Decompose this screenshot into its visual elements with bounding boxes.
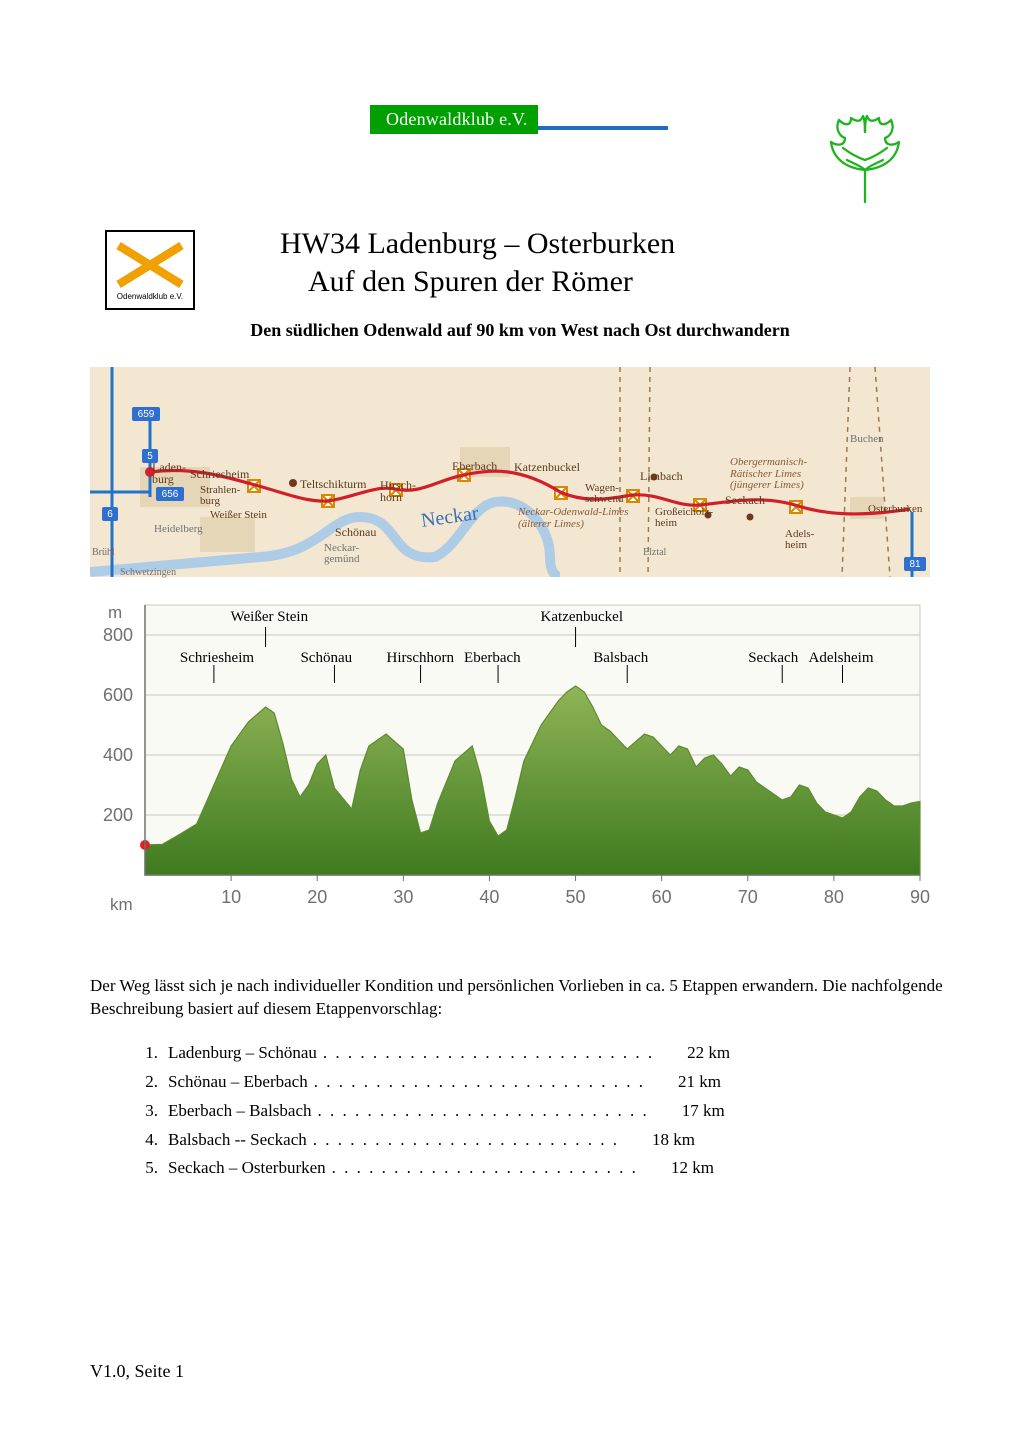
svg-text:656: 656 (162, 489, 179, 500)
map-label-adelsheim: Adels-heim (785, 529, 814, 551)
svg-text:200: 200 (103, 805, 133, 825)
svg-text:6: 6 (107, 509, 113, 520)
svg-text:659: 659 (138, 409, 155, 420)
stage-name: Ladenburg – Schönau (168, 1039, 317, 1068)
stage-row: 5.Seckach – Osterburken. . . . . . . . .… (130, 1154, 950, 1183)
leader-dots: . . . . . . . . . . . . . . . . . . . . … (308, 1068, 651, 1097)
map-label-ladenburg: Laden-burg (152, 461, 186, 485)
map-label-schonau: Schönau (335, 525, 376, 540)
stage-distance: 18 km (625, 1126, 695, 1155)
stage-distance: 12 km (644, 1154, 714, 1183)
place-label: Schönau (300, 650, 352, 667)
map-label-heidelberg: Heidelberg (154, 523, 203, 535)
peak-label: Katzenbuckel (541, 609, 623, 626)
map-label-schriesheim: Schriesheim (190, 467, 249, 482)
svg-text:20: 20 (307, 887, 327, 907)
header-tail (538, 126, 668, 130)
stage-distance: 21 km (651, 1068, 721, 1097)
svg-text:400: 400 (103, 745, 133, 765)
header-band: Odenwaldklub e.V. (370, 105, 668, 133)
y-axis-unit: m (108, 603, 122, 623)
stage-name: Eberbach – Balsbach (168, 1097, 312, 1126)
svg-text:70: 70 (738, 887, 758, 907)
place-label: Schriesheim (180, 650, 254, 667)
oak-leaf-logo-icon (815, 110, 915, 210)
svg-text:50: 50 (566, 887, 586, 907)
elevation-chart: 200 400 600 800 10 20 30 40 50 60 70 80 90 m km Weiß… (90, 595, 930, 925)
stage-name: Balsbach -- Seckach (168, 1126, 307, 1155)
map-label-limbach: Limbach (640, 469, 683, 484)
leader-dots: . . . . . . . . . . . . . . . . . . . . … (312, 1097, 655, 1126)
stage-row: 2.Schönau – Eberbach. . . . . . . . . . … (130, 1068, 950, 1097)
stage-row: 4.Balsbach -- Seckach. . . . . . . . . .… (130, 1126, 950, 1155)
leader-dots: . . . . . . . . . . . . . . . . . . . . … (317, 1039, 660, 1068)
map-label-osterburken: Osterburken (868, 503, 922, 515)
map-label-wagenschwend: Wagen-schwend (585, 483, 624, 505)
svg-text:800: 800 (103, 625, 133, 645)
map-label-schwetzingen: Schwetzingen (120, 567, 176, 578)
x-axis-unit: km (110, 895, 133, 915)
stage-distance: 22 km (660, 1039, 730, 1068)
stage-row: 3.Eberbach – Balsbach. . . . . . . . . .… (130, 1097, 950, 1126)
map-label-groseicholzheim: Großeicholz-heim (655, 507, 713, 529)
stage-name: Seckach – Osterburken (168, 1154, 326, 1183)
svg-text:30: 30 (393, 887, 413, 907)
stage-number: 4. (130, 1126, 168, 1155)
stage-distance: 17 km (655, 1097, 725, 1126)
stage-list: 1.Ladenburg – Schönau. . . . . . . . . .… (130, 1039, 950, 1183)
peak-label: Weißer Stein (231, 609, 309, 626)
route-map: 659 5 656 6 81 (90, 367, 930, 577)
svg-text:60: 60 (652, 887, 672, 907)
stage-number: 1. (130, 1039, 168, 1068)
trail-marker-badge: Odenwaldklub e.V. (105, 230, 195, 310)
body-paragraph: Der Weg lässt sich je nach individueller… (90, 975, 950, 1021)
map-label-eberbach: Eberbach (452, 459, 497, 474)
org-name: Odenwaldklub e.V. (370, 105, 538, 134)
leader-dots: . . . . . . . . . . . . . . . . . . . . … (307, 1126, 625, 1155)
place-label: Hirschhorn (387, 650, 455, 667)
page-footer: V1.0, Seite 1 (90, 1361, 184, 1382)
map-label-strahlenburg: Strahlen-burg (200, 485, 240, 507)
subtitle: Den südlichen Odenwald auf 90 km von Wes… (90, 320, 950, 341)
title-line-1: HW34 Ladenburg – Osterburken (280, 225, 675, 263)
map-label-elztal: Elztal (643, 547, 666, 558)
stage-number: 5. (130, 1154, 168, 1183)
map-label-buchen: Buchen (850, 433, 884, 445)
map-label-teltschikturm: Teltschikturm (300, 477, 366, 492)
stage-name: Schönau – Eberbach (168, 1068, 308, 1097)
map-label-ober-limes: Obergermanisch-Rätischer Limes(jüngerer … (730, 457, 807, 492)
stage-number: 3. (130, 1097, 168, 1126)
place-label: Balsbach (593, 650, 648, 667)
leader-dots: . . . . . . . . . . . . . . . . . . . . … (326, 1154, 644, 1183)
map-label-neckargemund: Neckar-gemünd (324, 543, 359, 565)
svg-text:10: 10 (221, 887, 241, 907)
place-label: Adelsheim (809, 650, 874, 667)
place-label: Seckach (748, 650, 798, 667)
badge-caption: Odenwaldklub e.V. (117, 292, 183, 301)
place-label: Eberbach (464, 650, 521, 667)
svg-text:80: 80 (824, 887, 844, 907)
map-label-katzenbuckel: Katzenbuckel (514, 460, 580, 475)
map-label-bruhl: Brühl (92, 547, 115, 558)
map-label-weisserstein: Weißer Stein (210, 509, 267, 521)
stage-number: 2. (130, 1068, 168, 1097)
title-line-2: Auf den Spuren der Römer (280, 263, 675, 301)
page-title: HW34 Ladenburg – Osterburken Auf den Spu… (280, 225, 675, 300)
map-label-neckar-limes: Neckar-Odenwald-Limes(älterer Limes) (518, 507, 628, 530)
map-label-seckach: Seckach (725, 493, 765, 508)
svg-text:90: 90 (910, 887, 930, 907)
svg-text:81: 81 (909, 559, 921, 570)
elevation-chart-svg: 200 400 600 800 10 20 30 40 50 60 70 80 90 (90, 595, 930, 925)
svg-text:40: 40 (479, 887, 499, 907)
svg-text:600: 600 (103, 685, 133, 705)
stage-row: 1.Ladenburg – Schönau. . . . . . . . . .… (130, 1039, 950, 1068)
map-label-hirschhorn: Hirsch-horn (380, 479, 416, 503)
